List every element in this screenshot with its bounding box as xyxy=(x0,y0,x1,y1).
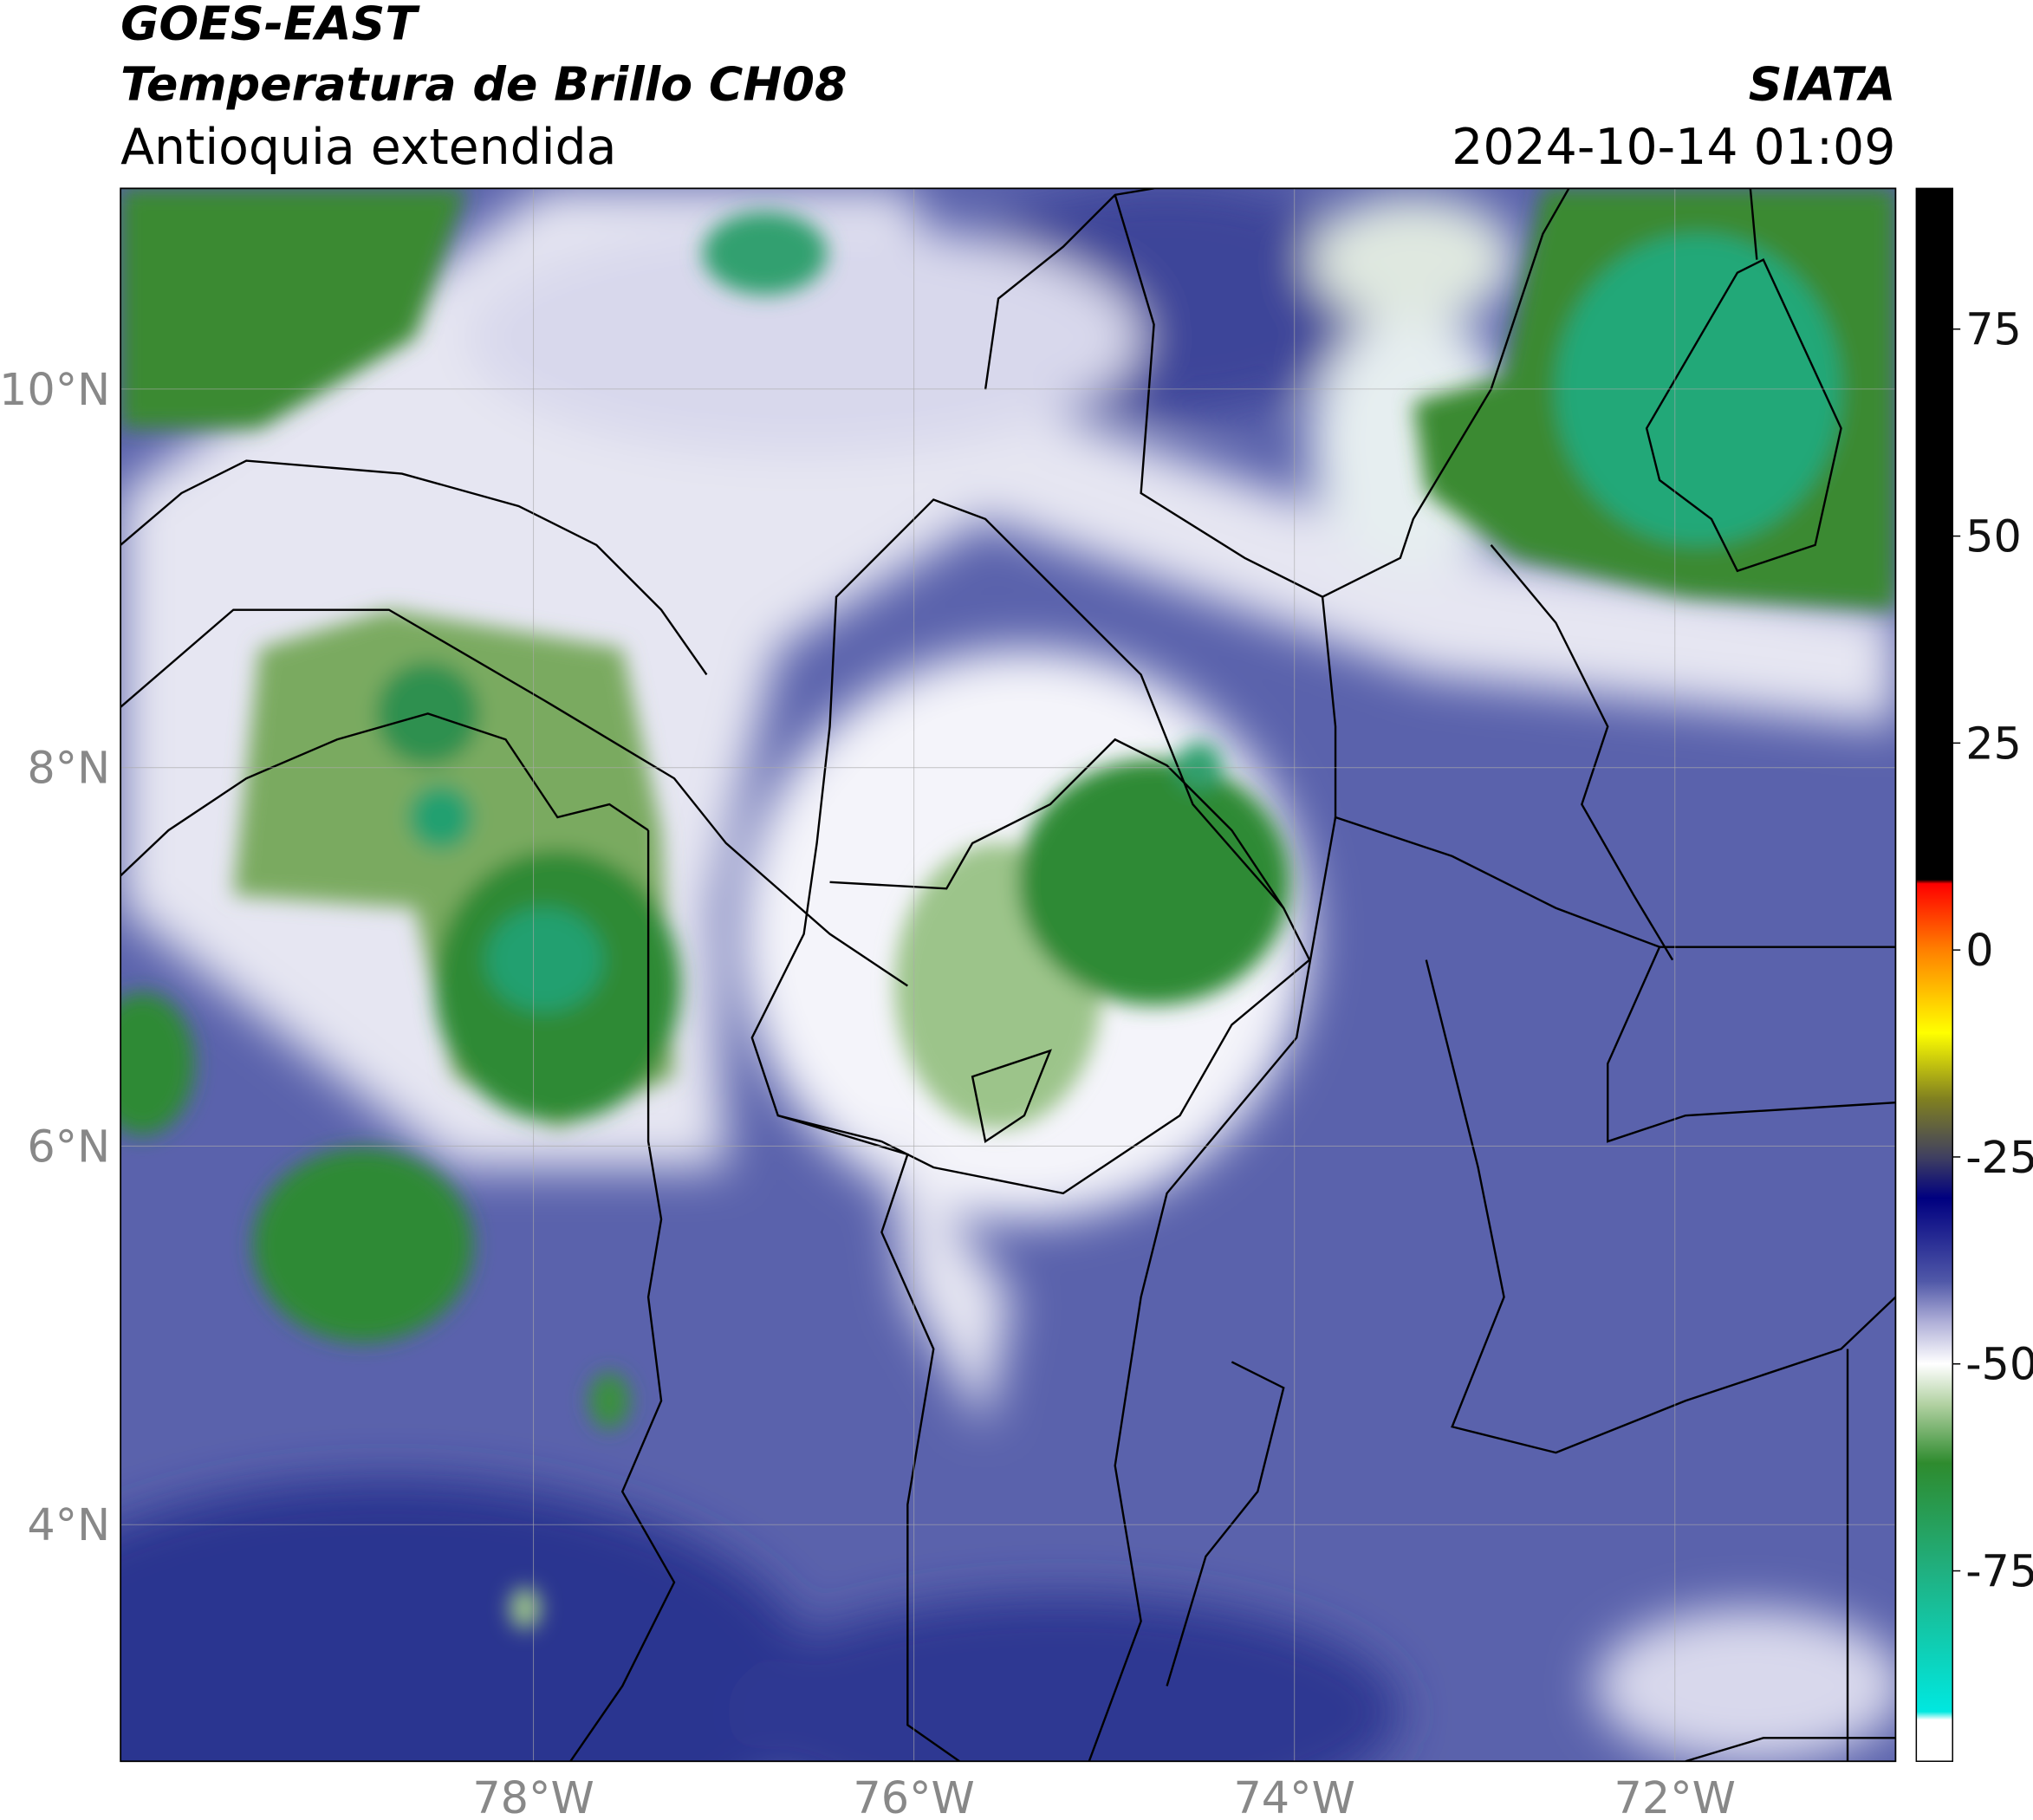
map-frame xyxy=(120,187,1897,1763)
product-title: Temperatura de Brillo CH08 xyxy=(120,57,847,112)
y-tick-label: 8°N xyxy=(27,743,110,794)
y-tick-label: 4°N xyxy=(27,1499,110,1550)
x-tick-label: 72°W xyxy=(1614,1772,1736,1820)
x-tick-label: 74°W xyxy=(1233,1772,1354,1820)
colorbar-tick-label: 0 xyxy=(1965,925,1993,976)
satellite-image xyxy=(120,188,1896,1762)
colorbar-tick-label: 50 xyxy=(1965,511,2022,562)
y-tick-label: 10°N xyxy=(0,364,110,415)
colorbar-tick-label: -25 xyxy=(1965,1132,2033,1183)
colorbar-tick-label: 25 xyxy=(1965,718,2022,769)
satellite-title: GOES-EAST xyxy=(120,0,420,50)
x-tick-label: 78°W xyxy=(472,1772,594,1820)
datetime-label: 2024-10-14 01:09 xyxy=(1452,119,1895,176)
x-tick-label: 76°W xyxy=(853,1772,974,1820)
region-subtitle: Antioquia extendida xyxy=(120,119,616,176)
colorbar-tick-label: -75 xyxy=(1965,1545,2033,1596)
colorbar xyxy=(1915,187,1953,1762)
colorbar-tick-label: 75 xyxy=(1965,304,2022,355)
grid xyxy=(120,188,1896,1762)
y-tick-label: 6°N xyxy=(27,1121,110,1172)
colorbar-tick-label: -50 xyxy=(1965,1339,2033,1390)
source-label: SIATA xyxy=(1749,57,1896,112)
